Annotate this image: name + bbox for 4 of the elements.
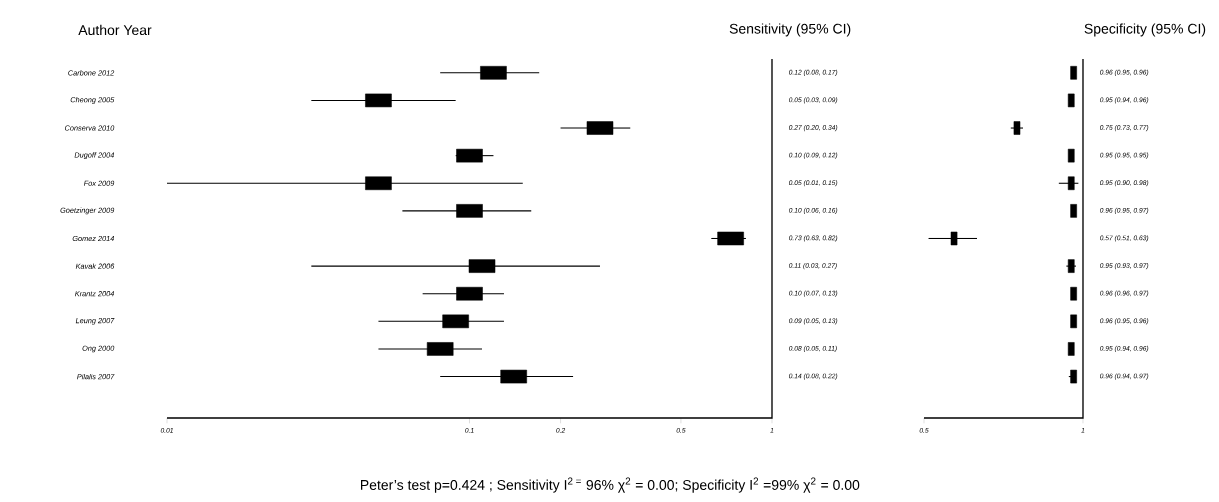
- chart-title: Sensitivity (95% CI): [729, 23, 851, 37]
- text: Peter’s test p=0.424 ; Sensitivity I$^{2 =}$ 96% χ$^{2}$ = 0.00; Specificity I$^{2}$ =99% χ$^{2}$ = 0.00: [361, 477, 860, 493]
- text: Specificity (95% CI): [1084, 23, 1206, 37]
- y-axis-title: Author Year: [78, 24, 152, 36]
